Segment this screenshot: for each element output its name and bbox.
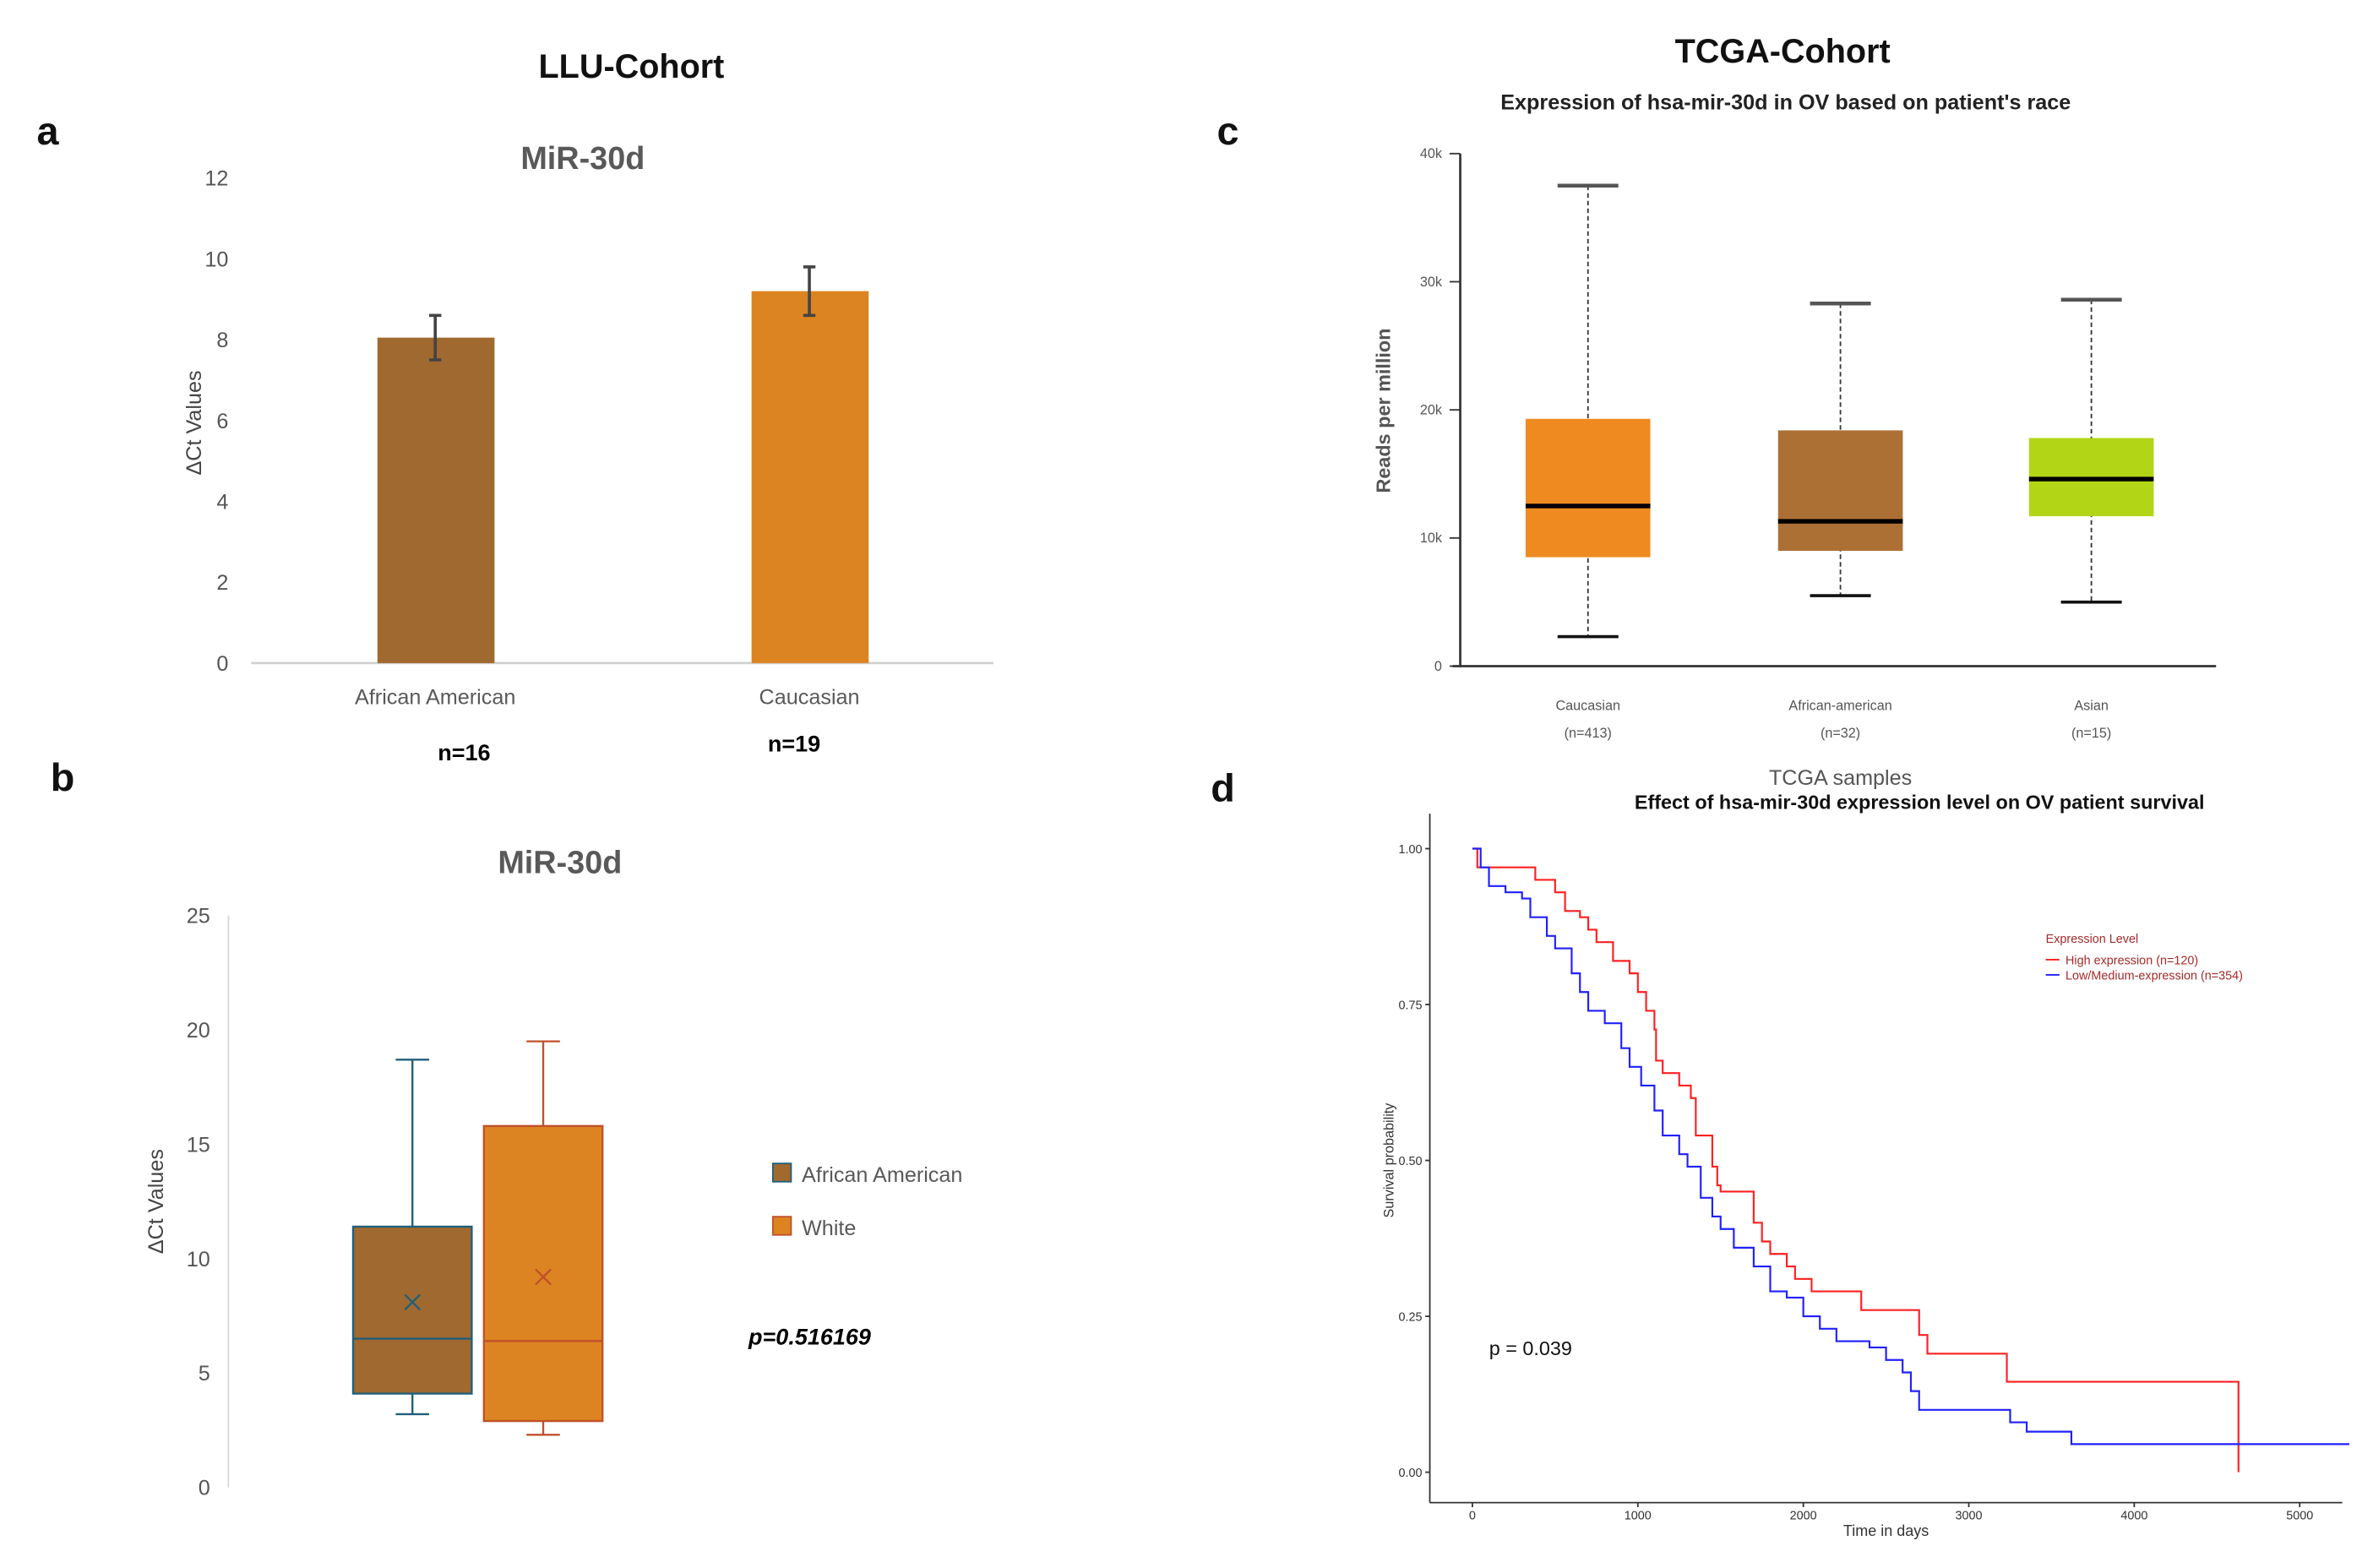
y-tick-label: 8 (216, 329, 228, 352)
chart-a-n-1: n=19 (768, 731, 820, 756)
x-tick-label: 1000 (1625, 1509, 1652, 1522)
y-tick-label: 20k (1420, 403, 1443, 418)
panel-c-box-chart: Expression of hsa-mir-30d in OV based on… (1373, 91, 2217, 741)
chart-b-p-value: p=0.516169 (748, 1324, 871, 1349)
survival-curve-high (1472, 847, 2240, 1473)
x-tick-label: 4000 (2120, 1509, 2147, 1522)
y-tick-label: 0 (216, 652, 228, 676)
chart-d-supertitle: TCGA samples (1769, 766, 1912, 790)
chart-a-title: MiR-30d (520, 141, 645, 177)
y-tick-label: 10 (204, 248, 228, 271)
y-tick-label: 0.25 (1399, 1310, 1423, 1324)
y-tick-label: 4 (216, 490, 228, 514)
box-1 (482, 1124, 604, 1423)
panel-letter-a: a (37, 109, 60, 153)
mean-marker (404, 1293, 422, 1311)
chart-a-ylabel: ΔCt Values (182, 370, 206, 475)
panel-b-box-chart: MiR-30d ΔCt Values African American Whit… (144, 845, 962, 1500)
chart-a-n-0: n=16 (438, 740, 490, 765)
y-tick-label: 0 (1434, 659, 1442, 674)
x-tick-label: African-american (1788, 699, 1891, 714)
box-0 (1525, 418, 1651, 558)
panel-letter-d: d (1211, 766, 1235, 810)
chart-c-title: Expression of hsa-mir-30d in OV based on… (1500, 91, 2071, 115)
x-tick-label: 5000 (2286, 1509, 2313, 1522)
legend-title: Expression Level (2046, 933, 2139, 946)
x-tick-label: Asian (2074, 699, 2109, 714)
y-tick-label: 10 (187, 1248, 210, 1271)
y-tick-label: 0.00 (1399, 1467, 1423, 1480)
panel-letter-c: c (1217, 109, 1239, 153)
y-tick-label: 30k (1420, 275, 1443, 290)
panel-letter-b: b (51, 755, 75, 799)
y-tick-label: 1.00 (1399, 843, 1423, 857)
y-tick-label: 5 (199, 1362, 210, 1386)
chart-d-title: Effect of hsa-mir-30d expression level o… (1635, 792, 2205, 814)
panel-a-bar-chart: MiR-30d ΔCt Values n=16 n=19 0 2 4 6 8 10 12 Af… (182, 141, 993, 765)
x-tick-label: Caucasian (759, 685, 860, 709)
y-tick-label: 20 (187, 1019, 210, 1043)
box-0 (351, 1225, 473, 1395)
x-tick-n: (n=413) (1565, 726, 1612, 741)
bar-1 (751, 291, 869, 663)
legend-label-low: Low/Medium-expression (n=354) (2065, 969, 2243, 983)
x-tick-label: Caucasian (1556, 699, 1620, 714)
y-tick-label: 40k (1420, 146, 1443, 161)
x-tick-label: 2000 (1790, 1509, 1817, 1522)
bar-0 (377, 337, 495, 663)
mean-marker (535, 1268, 552, 1286)
x-tick-n: (n=32) (1821, 726, 1860, 741)
y-tick-label: 6 (216, 410, 228, 433)
x-tick-n: (n=15) (2071, 726, 2111, 741)
chart-d-p-value: p = 0.039 (1489, 1337, 1572, 1359)
survival-curve-low (1472, 847, 2350, 1446)
chart-c-ylabel: Reads per million (1373, 329, 1395, 493)
y-tick-label: 0.75 (1399, 999, 1423, 1012)
header-tcga-cohort: TCGA-Cohort (1675, 33, 1891, 70)
y-tick-label: 2 (216, 571, 228, 595)
y-tick-label: 15 (187, 1133, 210, 1157)
x-tick-label: 0 (1469, 1509, 1476, 1522)
legend-label-white: White (802, 1217, 856, 1240)
header-llu-cohort: LLU-Cohort (538, 48, 724, 85)
chart-d-ylabel: Survival probability (1381, 1102, 1396, 1218)
chart-d-xlabel: Time in days (1843, 1522, 1929, 1539)
panel-d-survival-chart: TCGA samples Effect of hsa-mir-30d expre… (1381, 766, 2350, 1539)
x-tick-label: 3000 (1956, 1509, 1983, 1522)
y-tick-label: 10k (1420, 531, 1443, 546)
chart-b-title: MiR-30d (498, 845, 622, 880)
y-tick-label: 25 (187, 905, 210, 928)
legend-label-high: High expression (n=120) (2065, 954, 2198, 967)
legend-label-african-american: African American (802, 1163, 962, 1187)
box-1 (1777, 430, 1903, 551)
y-tick-label: 0.50 (1399, 1155, 1423, 1168)
chart-b-ylabel: ΔCt Values (144, 1149, 168, 1254)
legend-swatch-african-american (771, 1162, 792, 1183)
x-tick-label: African American (355, 685, 515, 709)
legend-swatch-white (771, 1216, 792, 1236)
y-tick-label: 12 (204, 167, 228, 191)
y-tick-label: 0 (199, 1477, 210, 1500)
